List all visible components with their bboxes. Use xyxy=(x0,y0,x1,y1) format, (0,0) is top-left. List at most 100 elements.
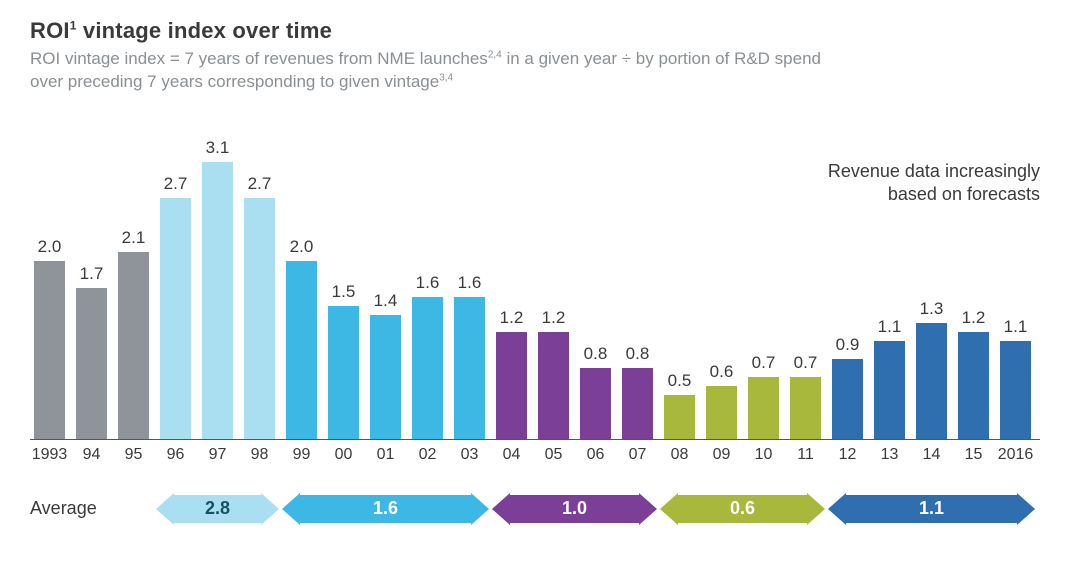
bar: 2.0 xyxy=(286,261,317,440)
bar: 1.2 xyxy=(496,332,527,439)
bar-value-label: 1.1 xyxy=(878,317,902,337)
bar-value-label: 0.7 xyxy=(794,353,818,373)
x-axis-label: 02 xyxy=(419,446,437,464)
bar-rect xyxy=(328,306,359,440)
bar: 1.5 xyxy=(328,306,359,440)
x-axis-label: 12 xyxy=(839,446,857,464)
bar-value-label: 2.0 xyxy=(38,237,62,257)
title-sup-1: 1 xyxy=(70,19,77,33)
bar-value-label: 1.6 xyxy=(416,273,440,293)
x-axis-line xyxy=(30,439,1040,440)
bar-value-label: 0.7 xyxy=(752,353,776,373)
bar-rect xyxy=(244,198,275,440)
bar-value-label: 0.9 xyxy=(836,335,860,355)
bar-rect xyxy=(412,297,443,440)
x-axis-label: 00 xyxy=(335,446,353,464)
bar-rect xyxy=(454,297,485,440)
x-axis-label: 97 xyxy=(209,446,227,464)
subtitle-sup-a: 2,4 xyxy=(488,49,502,60)
average-label: Average xyxy=(30,498,97,519)
bar-value-label: 1.2 xyxy=(962,308,986,328)
bar: 0.5 xyxy=(664,395,695,440)
bar: 1.1 xyxy=(874,341,905,440)
bar-value-label: 0.6 xyxy=(710,362,734,382)
title-text-2: vintage index over time xyxy=(77,18,332,43)
bar-value-label: 1.2 xyxy=(542,308,566,328)
bar-rect xyxy=(832,359,863,440)
x-axis-label: 15 xyxy=(965,446,983,464)
bar-value-label: 1.6 xyxy=(458,273,482,293)
x-axis-label: 09 xyxy=(713,446,731,464)
x-axis-label: 05 xyxy=(545,446,563,464)
bar-value-label: 1.4 xyxy=(374,291,398,311)
bar-rect xyxy=(202,162,233,440)
average-arrow: 1.0 xyxy=(492,492,657,526)
bar: 1.1 xyxy=(1000,341,1031,440)
bar-value-label: 1.5 xyxy=(332,282,356,302)
bars-container: 2.0 1.7 2.1 2.7 3.1 2.7 2.0 1.5 1.4 1.6 1.6 1.2 1.2 0… xyxy=(30,140,1040,440)
x-axis-label: 03 xyxy=(461,446,479,464)
x-axis-label: 11 xyxy=(797,446,814,464)
x-axis-labels: 1993949596979899000102030405060708091011… xyxy=(30,446,1040,472)
chart-area: 2.0 1.7 2.1 2.7 3.1 2.7 2.0 1.5 1.4 1.6 1.6 1.2 1.2 0… xyxy=(30,140,1050,532)
average-value: 1.1 xyxy=(828,492,1035,526)
bar-value-label: 2.0 xyxy=(290,237,314,257)
bar: 0.6 xyxy=(706,386,737,440)
average-value: 1.6 xyxy=(282,492,489,526)
average-row: Average 2.81.61.00.61.1 xyxy=(30,490,1040,532)
bar-chart: 2.0 1.7 2.1 2.7 3.1 2.7 2.0 1.5 1.4 1.6 1.6 1.2 1.2 0… xyxy=(30,140,1040,440)
bar-rect xyxy=(790,377,821,440)
bar-value-label: 0.8 xyxy=(584,344,608,364)
bar: 3.1 xyxy=(202,162,233,440)
bar-value-label: 3.1 xyxy=(206,138,230,158)
bar: 1.2 xyxy=(538,332,569,439)
page: ROI1 vintage index over time ROI vintage… xyxy=(0,0,1080,572)
chart-title: ROI1 vintage index over time xyxy=(30,18,1050,44)
bar-value-label: 2.1 xyxy=(122,228,146,248)
bar-rect xyxy=(496,332,527,439)
bar-value-label: 0.5 xyxy=(668,371,692,391)
average-arrow: 2.8 xyxy=(156,492,279,526)
bar: 1.6 xyxy=(454,297,485,440)
x-axis-label: 04 xyxy=(503,446,521,464)
bar-rect xyxy=(1000,341,1031,440)
x-axis-label: 94 xyxy=(83,446,101,464)
average-value: 0.6 xyxy=(660,492,825,526)
x-axis-label: 01 xyxy=(377,446,395,464)
bar: 1.4 xyxy=(370,315,401,440)
average-arrow: 1.6 xyxy=(282,492,489,526)
bar-rect xyxy=(286,261,317,440)
x-axis-label: 07 xyxy=(629,446,647,464)
x-axis-label: 1993 xyxy=(32,446,68,464)
x-axis-label: 95 xyxy=(125,446,143,464)
average-value: 1.0 xyxy=(492,492,657,526)
average-arrow: 1.1 xyxy=(828,492,1035,526)
bar-rect xyxy=(76,288,107,440)
bar-rect xyxy=(34,261,65,440)
bar: 0.8 xyxy=(580,368,611,440)
x-axis-label: 98 xyxy=(251,446,269,464)
bar-value-label: 2.7 xyxy=(248,174,272,194)
x-axis-label: 06 xyxy=(587,446,605,464)
subtitle-text-1: ROI vintage index = 7 years of revenues … xyxy=(30,49,488,68)
bar-rect xyxy=(370,315,401,440)
bar-value-label: 1.7 xyxy=(80,264,104,284)
x-axis-label: 96 xyxy=(167,446,185,464)
bar-rect xyxy=(706,386,737,440)
bar-value-label: 1.1 xyxy=(1004,317,1028,337)
x-axis-label: 99 xyxy=(293,446,311,464)
bar-value-label: 1.2 xyxy=(500,308,524,328)
bar-rect xyxy=(958,332,989,439)
subtitle-sup-b: 3,4 xyxy=(439,72,453,83)
bar: 1.7 xyxy=(76,288,107,440)
bar: 2.7 xyxy=(244,198,275,440)
bar-rect xyxy=(160,198,191,440)
chart-subtitle: ROI vintage index = 7 years of revenues … xyxy=(30,48,850,94)
bar-value-label: 1.3 xyxy=(920,299,944,319)
x-axis-label: 2016 xyxy=(998,446,1034,464)
bar-rect xyxy=(622,368,653,440)
bar-rect xyxy=(118,252,149,440)
x-axis-label: 13 xyxy=(881,446,899,464)
average-value: 2.8 xyxy=(156,492,279,526)
title-text-1: ROI xyxy=(30,18,70,43)
